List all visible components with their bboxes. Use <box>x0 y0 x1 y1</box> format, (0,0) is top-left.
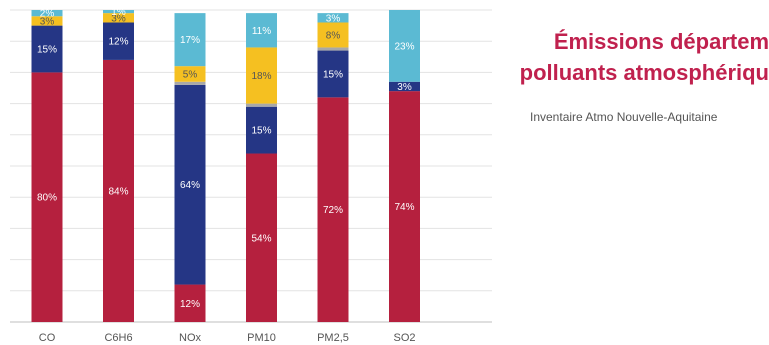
x-tick-label: CO <box>39 332 56 344</box>
segment-data-label: 74% <box>394 202 414 213</box>
segment-data-label: 72% <box>323 205 343 216</box>
segment-data-label: 80% <box>37 193 57 204</box>
bar-segment <box>103 13 134 23</box>
segment-data-label: 1% <box>111 7 126 18</box>
bar-segment <box>389 10 420 82</box>
bar-segment <box>174 81 206 85</box>
segment-data-label: 3% <box>397 82 412 93</box>
bar-segment <box>246 106 277 154</box>
bar-segment <box>317 13 349 23</box>
chart-title: Émissions départem polluants atmosphériq… <box>500 26 769 88</box>
segment-data-label: 15% <box>251 126 271 137</box>
segment-data-label: 5% <box>183 69 198 80</box>
bar-segment <box>389 81 420 92</box>
x-tick-label: PM2,5 <box>317 332 349 344</box>
x-tick-label: C6H6 <box>104 332 132 344</box>
bar-segment <box>246 153 277 322</box>
x-tick-label: PM10 <box>247 332 276 344</box>
x-tick-label: SO2 <box>393 332 415 344</box>
chart-title-line-1: Émissions départem <box>553 29 769 54</box>
bar-segment <box>317 97 349 322</box>
bar-segment <box>174 284 206 322</box>
bar-segment <box>174 66 206 82</box>
segment-data-label: 11% <box>252 26 271 37</box>
chart-title-line-2: polluants atmosphériqu <box>519 60 769 85</box>
bar-segment <box>31 16 63 26</box>
segment-data-label: 8% <box>326 30 341 41</box>
segment-labels: 80%15%3%2%84%12%3%1%12%64%5%17%54%15%18%… <box>37 7 415 310</box>
bar-segment <box>31 72 63 323</box>
bar-segment <box>246 47 277 104</box>
bar-segment <box>317 22 349 48</box>
stacked-bars <box>31 10 420 323</box>
bar-segment <box>103 22 134 60</box>
bar-segment <box>174 84 206 285</box>
segment-data-label: 3% <box>111 13 126 24</box>
bar-segment <box>317 47 349 51</box>
segment-data-label: 18% <box>251 71 271 82</box>
bar-segment <box>31 25 63 73</box>
chart-subtitle: Inventaire Atmo Nouvelle-Aquitaine <box>530 110 718 124</box>
segment-data-label: 12% <box>108 37 128 48</box>
segment-data-label: 15% <box>323 69 343 80</box>
segment-data-label: 3% <box>40 16 55 27</box>
segment-data-label: 15% <box>37 45 57 56</box>
bar-segment <box>103 10 134 14</box>
segment-data-label: 23% <box>394 41 414 52</box>
bar-segment <box>31 10 63 17</box>
bar-segment <box>174 13 206 67</box>
segment-data-label: 2% <box>40 9 55 20</box>
bar-segment <box>246 103 277 107</box>
segment-data-label: 84% <box>108 186 128 197</box>
bar-segment <box>389 91 420 323</box>
bar-segment <box>103 59 134 323</box>
segment-data-label: 12% <box>180 299 200 310</box>
x-axis-tick-labels: CO C6H6 NOx PM10 PM2,5 SO2 <box>39 332 416 344</box>
segment-data-label: 64% <box>180 180 200 191</box>
bar-segment <box>317 50 349 98</box>
segment-data-label: 3% <box>326 13 341 24</box>
segment-data-label: 17% <box>180 35 200 46</box>
bar-segment <box>246 13 277 48</box>
segment-data-label: 54% <box>251 233 271 244</box>
x-tick-label: NOx <box>179 332 202 344</box>
